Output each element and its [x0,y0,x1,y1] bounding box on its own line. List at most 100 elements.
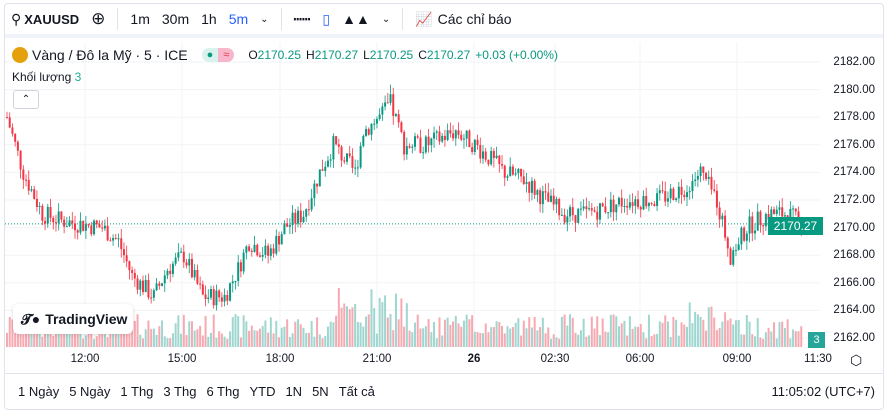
volume-bar [579,330,582,347]
chevron-down-icon[interactable]: ⌄ [260,13,269,25]
candle [362,135,365,146]
candle [400,122,403,133]
volume-bar [618,326,620,347]
candle [781,207,784,217]
candle [201,284,204,295]
volume-bar [373,308,376,347]
range-6-Thg[interactable]: 6 Thg [206,384,240,399]
candle [558,198,561,216]
collapse-legend-button[interactable]: ⌃ [13,90,39,109]
indicators-button[interactable]: 📈 Các chỉ báo [415,10,512,28]
candle [163,275,166,284]
interval-1m[interactable]: 1m [130,11,150,27]
volume-bar [258,328,261,347]
price-tick: 2164.00 [833,304,875,317]
candle [759,211,762,226]
candle [441,135,444,142]
interval-5m[interactable]: 5m [228,11,249,27]
volume-bar [743,334,746,347]
area-chart-icon[interactable]: ▲▲ [342,11,370,27]
candle [647,203,650,207]
candle [446,130,449,140]
market-status-badge[interactable]: ● ≈ [201,48,235,62]
candles-icon[interactable]: ▯ [322,10,331,27]
bars-icon[interactable]: ┅┅ [293,10,311,27]
candle [93,220,96,235]
volume-bar [25,331,28,347]
candle [351,156,354,168]
range-YTD[interactable]: YTD [249,384,276,399]
compare-button[interactable]: ⊕ [85,9,111,29]
interval-30m[interactable]: 30m [161,11,190,27]
candle [585,206,588,210]
candle [452,133,455,139]
range-1N[interactable]: 1N [285,384,303,399]
candle [408,146,411,148]
candle [577,208,580,223]
candle [65,226,68,228]
chevron-down-icon[interactable]: ⌄ [381,13,391,25]
volume-bar [370,289,373,347]
volume-bar [82,338,85,347]
volume-bar [691,323,694,347]
candle [155,283,158,291]
candle [74,223,76,231]
candle [234,280,237,282]
candle [675,198,678,201]
volume-bar [514,322,517,347]
range-1-Ngày[interactable]: 1 Ngày [18,384,60,399]
time-tick: 26 [467,353,481,365]
volume-bar [626,335,629,347]
range-Tất-cả[interactable]: Tất cả [338,384,375,399]
volume-bar [522,320,525,347]
candle [38,205,41,208]
volume-bar [707,307,710,347]
volume-bar [498,322,501,347]
candle [125,255,128,262]
volume-bar [642,332,645,347]
candle [588,208,591,210]
volume-bar [280,327,283,347]
interval-1h[interactable]: 1h [201,11,217,27]
volume-bar [337,287,340,347]
candle [324,166,327,171]
volume-bar [237,316,240,347]
candle [68,220,71,227]
volume-bar [715,330,718,347]
candle [457,130,460,135]
candle [511,166,514,175]
range-1-Thg[interactable]: 1 Thg [120,384,154,399]
candle [33,189,36,199]
symbol-search[interactable]: ⚲ XAUUSD [11,10,80,27]
volume-bar [250,325,253,347]
volume-bar [84,335,87,347]
volume-bar [740,334,743,347]
volume-bar [14,333,17,347]
volume-bar [269,317,272,347]
range-3-Thg[interactable]: 3 Thg [163,384,197,399]
volume-bar [732,324,735,347]
candle [177,252,180,258]
candle [180,251,183,253]
range-5N[interactable]: 5N [312,384,329,399]
candle [487,159,490,165]
range-5-Ngày[interactable]: 5 Ngày [69,384,111,399]
time-tick: 12:00 [70,353,100,365]
candle [471,147,474,153]
volume-bar [120,328,123,347]
volume-bar [495,321,498,347]
volume-bar [699,316,702,347]
settings-icon[interactable]: ⬡ [850,352,863,368]
volume-bar [705,330,708,347]
tradingview-logo[interactable]: 𝓣● TradingView [13,304,133,334]
volume-bar [416,314,419,347]
price-chart[interactable] [5,42,825,372]
volume-bar [694,311,697,347]
candle [305,209,308,217]
candle [620,197,623,207]
volume-bar [169,338,172,347]
volume-bar [177,315,180,347]
volume-bar [623,320,626,347]
volume-bar [397,319,400,347]
candle [482,151,484,159]
